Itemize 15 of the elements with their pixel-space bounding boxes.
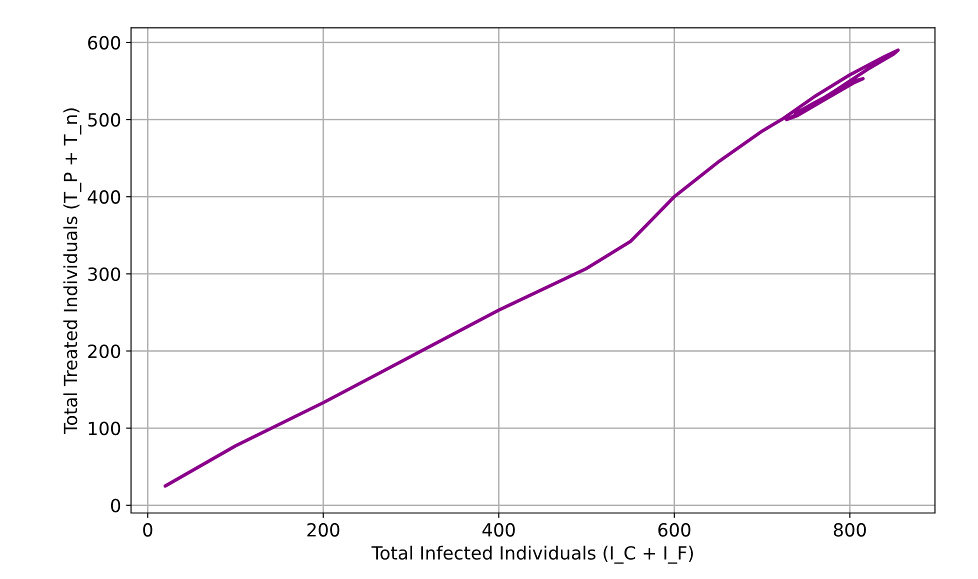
y-tick-label: 200 bbox=[88, 344, 120, 358]
y-tick-label: 600 bbox=[88, 36, 120, 50]
x-tick-label: 200 bbox=[307, 523, 340, 537]
x-tick-label: 600 bbox=[658, 523, 690, 537]
x-axis-title: Total Infected Individuals (I_C + I_F) bbox=[371, 546, 693, 564]
y-tick-label: 300 bbox=[88, 267, 120, 281]
x-tick-label: 800 bbox=[834, 523, 866, 537]
y-tick-label: 100 bbox=[88, 422, 120, 436]
y-tick-label: 500 bbox=[88, 113, 120, 127]
line-series bbox=[164, 48, 900, 488]
y-tick-label: 400 bbox=[88, 190, 120, 204]
y-tick-label: 0 bbox=[111, 498, 120, 512]
x-tick-label: 400 bbox=[482, 523, 515, 537]
y-axis-title: Total Treated Individuals (T_P + T_n) bbox=[63, 108, 82, 434]
x-tick-label: 0 bbox=[143, 523, 152, 537]
